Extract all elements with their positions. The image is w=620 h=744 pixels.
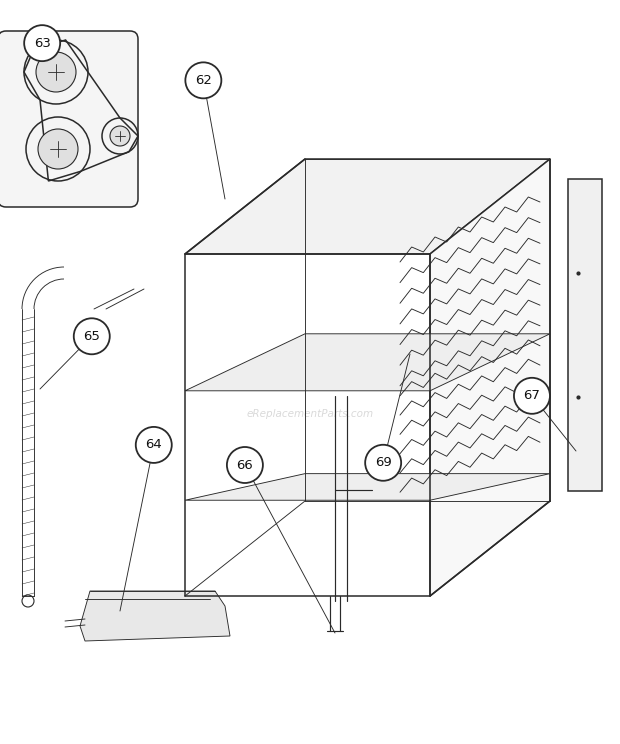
Text: 62: 62: [195, 74, 212, 87]
Circle shape: [38, 129, 78, 169]
Text: 66: 66: [236, 458, 254, 472]
Circle shape: [74, 318, 110, 354]
Polygon shape: [185, 474, 550, 500]
Polygon shape: [185, 334, 550, 391]
Circle shape: [24, 25, 60, 61]
Polygon shape: [430, 159, 550, 596]
Circle shape: [514, 378, 550, 414]
Circle shape: [136, 427, 172, 463]
FancyBboxPatch shape: [0, 31, 138, 207]
Polygon shape: [80, 591, 230, 641]
Circle shape: [365, 445, 401, 481]
Text: 63: 63: [33, 36, 51, 50]
Circle shape: [227, 447, 263, 483]
Circle shape: [36, 52, 76, 92]
Circle shape: [185, 62, 221, 98]
Polygon shape: [568, 179, 602, 491]
Text: eReplacementParts.com: eReplacementParts.com: [246, 409, 374, 419]
Polygon shape: [185, 159, 550, 254]
Text: 69: 69: [374, 456, 392, 469]
Text: 64: 64: [145, 438, 162, 452]
Text: 67: 67: [523, 389, 541, 403]
Text: 65: 65: [83, 330, 100, 343]
Circle shape: [110, 126, 130, 146]
